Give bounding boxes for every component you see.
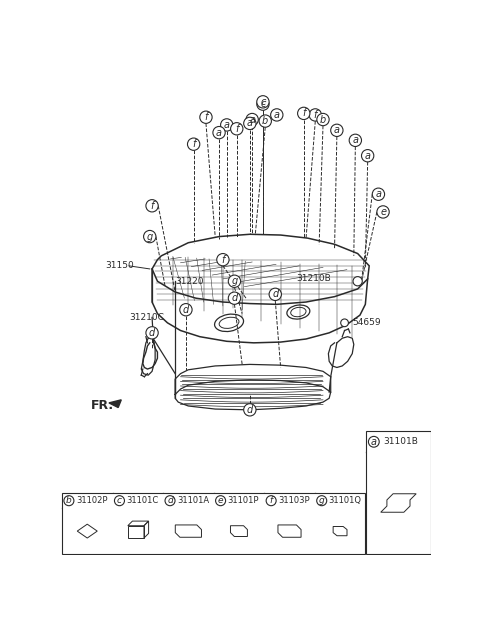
Text: 31103P: 31103P bbox=[278, 496, 310, 505]
Circle shape bbox=[309, 109, 322, 121]
Circle shape bbox=[64, 495, 74, 505]
Text: e: e bbox=[218, 496, 223, 505]
Circle shape bbox=[216, 495, 226, 505]
Bar bbox=[62, 493, 365, 554]
Polygon shape bbox=[109, 400, 121, 407]
Text: 31150: 31150 bbox=[105, 261, 134, 270]
Circle shape bbox=[230, 123, 243, 135]
Text: a: a bbox=[274, 110, 280, 120]
Text: a: a bbox=[352, 135, 359, 145]
Circle shape bbox=[165, 495, 175, 505]
Circle shape bbox=[114, 495, 124, 505]
Text: a: a bbox=[247, 119, 253, 129]
Circle shape bbox=[331, 124, 343, 137]
Circle shape bbox=[271, 109, 283, 121]
Text: g: g bbox=[231, 276, 238, 286]
Text: 54659: 54659 bbox=[352, 318, 381, 328]
Text: f: f bbox=[235, 124, 239, 134]
Circle shape bbox=[298, 107, 310, 120]
Text: f: f bbox=[313, 110, 317, 120]
Circle shape bbox=[200, 111, 212, 124]
Text: c: c bbox=[260, 99, 265, 109]
Text: a: a bbox=[216, 128, 222, 138]
Circle shape bbox=[188, 138, 200, 150]
Circle shape bbox=[146, 200, 158, 212]
Circle shape bbox=[257, 98, 269, 110]
Circle shape bbox=[244, 404, 256, 416]
Text: a: a bbox=[224, 120, 230, 130]
Text: a: a bbox=[371, 437, 377, 447]
Text: d: d bbox=[231, 293, 238, 303]
Text: 31101C: 31101C bbox=[126, 496, 159, 505]
Circle shape bbox=[228, 292, 240, 305]
Text: a: a bbox=[334, 125, 340, 135]
Text: f: f bbox=[150, 201, 154, 211]
Text: d: d bbox=[149, 328, 155, 338]
Text: 31210C: 31210C bbox=[129, 313, 164, 322]
Circle shape bbox=[246, 114, 258, 125]
Text: c: c bbox=[117, 496, 122, 505]
Bar bbox=[366, 431, 431, 554]
Text: g: g bbox=[319, 496, 324, 505]
Circle shape bbox=[221, 119, 233, 131]
Circle shape bbox=[369, 436, 379, 447]
Text: FR.: FR. bbox=[90, 399, 114, 412]
Circle shape bbox=[349, 134, 361, 147]
Text: d: d bbox=[183, 305, 189, 314]
Text: 31102P: 31102P bbox=[76, 496, 108, 505]
Text: 31220: 31220 bbox=[175, 276, 204, 286]
Circle shape bbox=[217, 253, 229, 266]
Text: a: a bbox=[375, 189, 382, 199]
Text: d: d bbox=[272, 290, 278, 300]
Circle shape bbox=[180, 303, 192, 316]
Circle shape bbox=[372, 188, 384, 200]
Text: d: d bbox=[167, 496, 173, 505]
Circle shape bbox=[144, 230, 156, 243]
Text: 31101Q: 31101Q bbox=[329, 496, 361, 505]
Text: g: g bbox=[146, 232, 153, 241]
Circle shape bbox=[269, 288, 281, 301]
Text: 31101B: 31101B bbox=[383, 437, 418, 446]
Circle shape bbox=[266, 495, 276, 505]
Text: f: f bbox=[302, 109, 305, 119]
Text: c: c bbox=[260, 97, 265, 107]
Text: 31210B: 31210B bbox=[296, 275, 331, 283]
Text: 31101A: 31101A bbox=[177, 496, 209, 505]
Text: 31101P: 31101P bbox=[228, 496, 259, 505]
Circle shape bbox=[353, 276, 362, 286]
Circle shape bbox=[317, 495, 327, 505]
Circle shape bbox=[317, 114, 329, 125]
Text: f: f bbox=[204, 112, 208, 122]
Circle shape bbox=[244, 117, 256, 130]
Text: f: f bbox=[221, 255, 225, 265]
Text: b: b bbox=[66, 496, 72, 505]
Circle shape bbox=[213, 127, 225, 139]
Text: b: b bbox=[262, 116, 268, 126]
Circle shape bbox=[146, 327, 158, 339]
Text: d: d bbox=[247, 405, 253, 415]
Circle shape bbox=[341, 319, 348, 327]
Circle shape bbox=[228, 275, 240, 288]
Circle shape bbox=[361, 150, 374, 162]
Text: f: f bbox=[192, 139, 195, 149]
Circle shape bbox=[377, 206, 389, 218]
Circle shape bbox=[257, 95, 269, 108]
Text: b: b bbox=[320, 115, 326, 125]
Text: f: f bbox=[270, 496, 273, 505]
Circle shape bbox=[259, 115, 271, 127]
Text: e: e bbox=[380, 207, 386, 217]
Text: a: a bbox=[249, 115, 255, 125]
Text: a: a bbox=[365, 151, 371, 161]
